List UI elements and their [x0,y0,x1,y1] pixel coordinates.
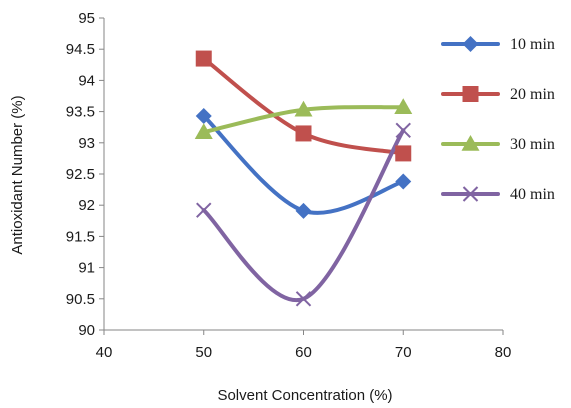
legend-item: 40 min [441,186,555,203]
y-tick-label: 92 [78,197,95,214]
x-tick-label: 40 [96,344,113,361]
y-axis-title: Antioxidant Number (%) [9,95,26,254]
y-tick-label: 90 [78,322,95,339]
legend-label: 30 min [510,136,555,153]
y-tick-label: 92.5 [66,166,95,183]
x-axis-title: Solvent Concentration (%) [217,387,392,404]
data-point-0-1 [295,202,312,219]
data-point-2-1 [294,100,313,117]
legend-item: 10 min [441,36,555,53]
legend-marker [462,86,479,102]
y-tick-label: 93 [78,135,95,152]
data-point-3-2 [395,122,411,139]
legend-item: 20 min [441,86,555,103]
legend-marker [462,36,479,52]
legend-marker [461,135,480,151]
legend-label: 10 min [510,36,555,53]
y-tick-label: 90.5 [66,291,95,308]
data-point-3-1 [295,291,312,307]
x-tick-label: 80 [495,344,512,361]
y-tick-label: 91 [78,260,95,277]
data-point-0-0 [195,107,212,124]
y-tick-label: 91.5 [66,228,95,245]
data-point-0-2 [395,173,412,190]
x-tick-labels: 40 50 60 70 80 [96,344,512,361]
data-point-1-2 [395,145,412,162]
data-point-3-0 [196,202,212,218]
y-tick-label: 94.5 [66,41,95,58]
legend: 10 min 20 min 30 min 40 min [441,36,555,203]
x-tick-label: 70 [395,344,412,361]
data-point-2-2 [394,98,413,114]
legend-label: 20 min [510,86,555,103]
legend-marker [462,186,479,202]
data-point-1-0 [195,50,212,67]
legend-label: 40 min [510,186,555,203]
series-lines [201,56,406,303]
data-point-2-0 [194,123,213,139]
y-tick-label: 95 [78,10,95,27]
data-point-1-1 [295,125,312,142]
y-tick-label: 94 [78,72,95,89]
y-tick-label: 93.5 [66,104,95,121]
series-markers [194,50,413,307]
x-tick-label: 50 [195,344,212,361]
y-tick-labels: 90 90.5 91 91.5 92 92.5 93 93.5 94 94.5 95 [66,10,95,339]
legend-item: 30 min [441,135,555,153]
chart-axes [99,17,504,335]
x-tick-label: 60 [295,344,312,361]
